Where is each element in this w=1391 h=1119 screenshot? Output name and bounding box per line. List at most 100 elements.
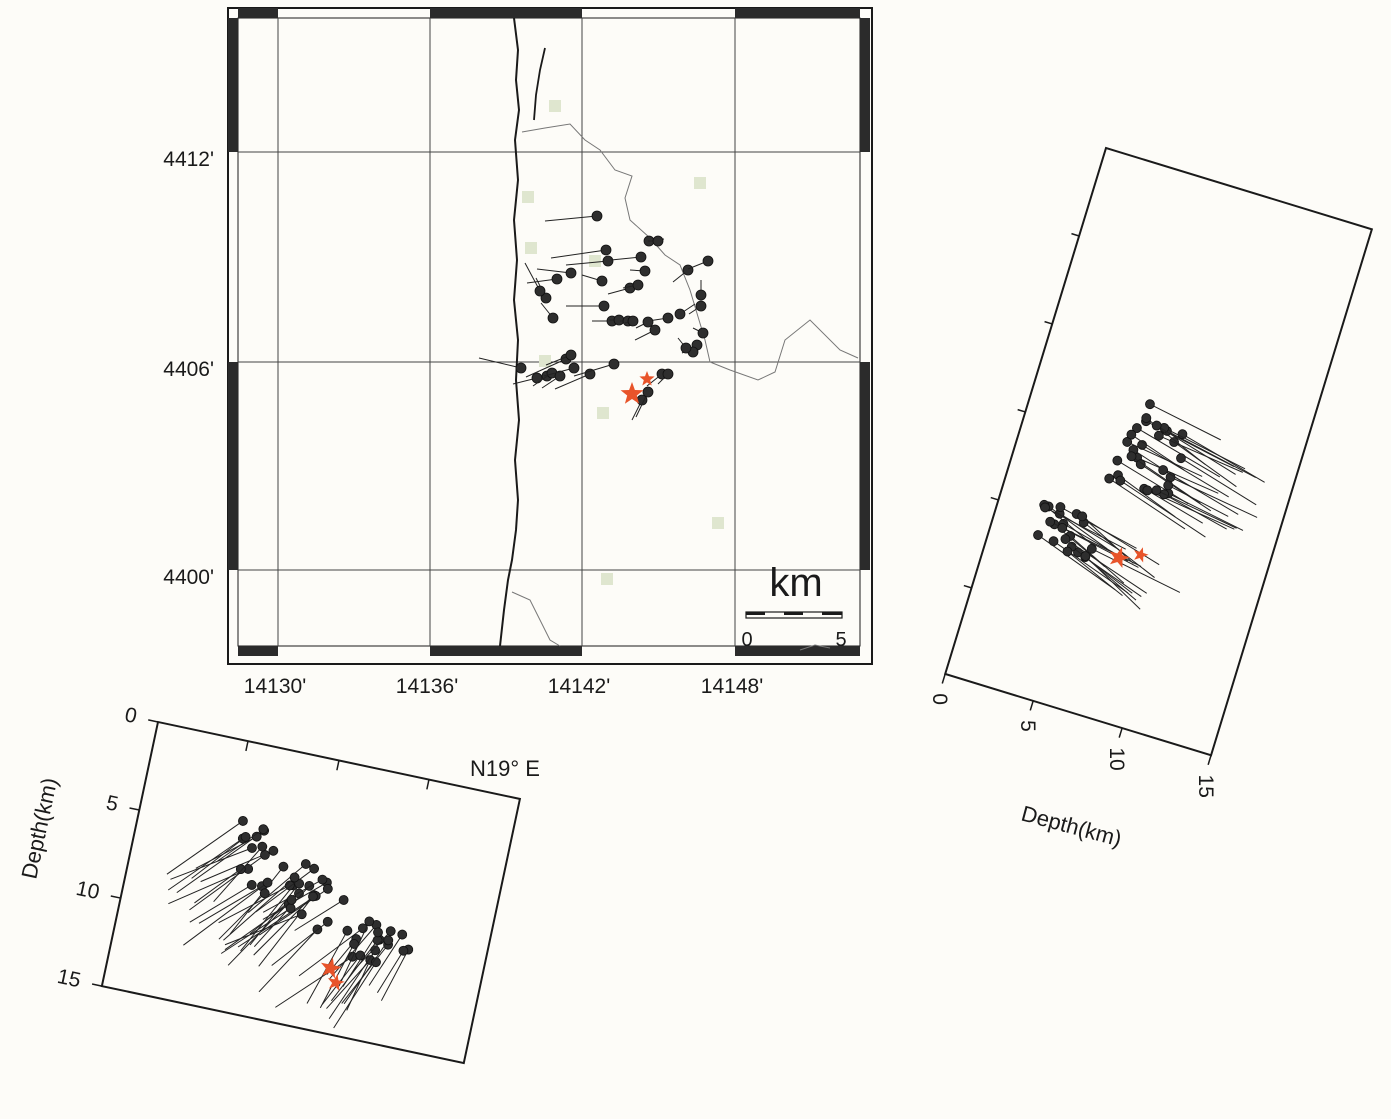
town-marker xyxy=(589,255,601,267)
section-event-dot xyxy=(1158,465,1169,475)
town-marker xyxy=(525,242,537,254)
section-event-dot xyxy=(278,861,289,872)
event-vector xyxy=(565,260,609,266)
section-event-vector xyxy=(1143,488,1235,530)
section-event-dot xyxy=(1145,399,1155,410)
section-event-dot xyxy=(1045,516,1056,527)
section-event-vector xyxy=(189,854,266,911)
section-event-dot xyxy=(1062,546,1073,557)
section-event-vector xyxy=(328,949,376,1020)
section-event-vector xyxy=(1156,489,1237,529)
section-event-dot xyxy=(308,891,318,902)
section-event-vector xyxy=(321,955,361,1005)
left-section-panel: 0 5 10 15 xyxy=(55,703,522,1065)
map-outer-frame xyxy=(227,7,873,665)
section-event-vector xyxy=(195,836,257,869)
section-event-vector xyxy=(166,820,244,875)
section-event-vector xyxy=(1136,427,1221,478)
section-event-vector xyxy=(330,939,378,1002)
event-dot xyxy=(635,251,647,263)
section-star-marker xyxy=(327,973,345,991)
section-event-vector xyxy=(1173,441,1237,488)
event-dot xyxy=(642,386,654,398)
section-event-dot xyxy=(397,929,408,940)
event-dot xyxy=(649,324,661,336)
section-event-vector xyxy=(342,932,379,987)
event-dot xyxy=(680,342,692,354)
lon-label-4: 14148' xyxy=(701,675,763,698)
section-event-dot xyxy=(309,863,319,874)
admin-boundary-south xyxy=(511,591,561,647)
event-dot xyxy=(702,255,714,267)
section-event-vector xyxy=(1136,457,1219,494)
map-stars xyxy=(620,371,655,404)
section-event-dot xyxy=(1126,429,1137,440)
event-dot xyxy=(551,273,563,285)
section-event-dot xyxy=(300,859,311,869)
section-star-marker xyxy=(1134,547,1149,563)
section-event-dot xyxy=(1142,485,1153,496)
scale-bar: km 0 5 xyxy=(741,561,846,651)
event-dot xyxy=(602,255,614,267)
section-event-vector xyxy=(1180,457,1257,506)
section-event-dot xyxy=(289,872,300,883)
section-event-vector xyxy=(294,899,344,931)
right-depth-tick-15: 15 xyxy=(1194,775,1217,798)
lat-label-1: 4412' xyxy=(163,148,214,171)
section-event-dot xyxy=(1033,530,1043,540)
left-section-events xyxy=(166,816,414,1029)
event-dot xyxy=(662,368,674,380)
section-event-vector xyxy=(376,950,404,994)
section-event-vector xyxy=(275,956,353,1008)
section-event-vector xyxy=(1117,460,1189,505)
section-event-vector xyxy=(1062,527,1139,568)
right-depth-tick-10: 10 xyxy=(1105,747,1128,770)
event-dot xyxy=(639,265,651,277)
section-event-dot xyxy=(322,883,333,894)
lon-label-2: 14136' xyxy=(396,675,458,698)
section-event-vector xyxy=(183,882,268,946)
event-vector xyxy=(554,373,591,390)
event-dot xyxy=(596,275,608,287)
section-event-vector xyxy=(329,924,377,979)
section-event-vector xyxy=(1167,484,1229,517)
section-event-dot xyxy=(383,935,394,946)
section-event-dot xyxy=(1077,511,1088,522)
scale-unit-label: km xyxy=(769,561,822,605)
section-event-dot xyxy=(1060,534,1071,544)
section-event-dot xyxy=(373,927,383,938)
section-event-vector xyxy=(189,884,252,923)
event-dot xyxy=(697,327,709,339)
right-section-frame xyxy=(943,146,1374,757)
event-dot xyxy=(613,314,625,326)
section-event-vector xyxy=(368,934,403,986)
section-event-vector xyxy=(167,838,244,891)
section-event-vector xyxy=(1164,427,1246,470)
event-dot xyxy=(695,289,707,301)
section-event-vector xyxy=(194,868,242,904)
section-event-vector xyxy=(1156,425,1236,475)
right-depth-axis-title: Depth(km) xyxy=(1019,801,1125,852)
section-event-vector xyxy=(298,927,364,977)
section-event-dot xyxy=(235,864,246,874)
section-event-vector xyxy=(1162,469,1239,515)
section-event-vector xyxy=(168,868,249,905)
section-event-dot xyxy=(1141,413,1152,423)
event-dot xyxy=(568,362,580,374)
left-depth-axis-title: Depth(km) xyxy=(16,775,62,881)
section-event-vector xyxy=(247,863,307,914)
map-frame-ticks xyxy=(228,8,870,656)
section-event-dot xyxy=(355,950,366,961)
left-depth-tick-15: 15 xyxy=(55,965,83,992)
section-event-vector xyxy=(380,949,409,1001)
lon-label-1: 14130' xyxy=(244,675,306,698)
section-event-vector xyxy=(176,830,265,894)
section-event-vector xyxy=(237,895,317,948)
section-event-dot xyxy=(385,926,396,937)
admin-boundary xyxy=(521,123,859,381)
town-markers xyxy=(522,100,724,585)
left-section-ticks xyxy=(91,719,430,987)
section-direction-label: N19° E xyxy=(470,756,540,781)
section-event-vector xyxy=(1048,506,1108,550)
section-event-vector xyxy=(338,921,370,987)
